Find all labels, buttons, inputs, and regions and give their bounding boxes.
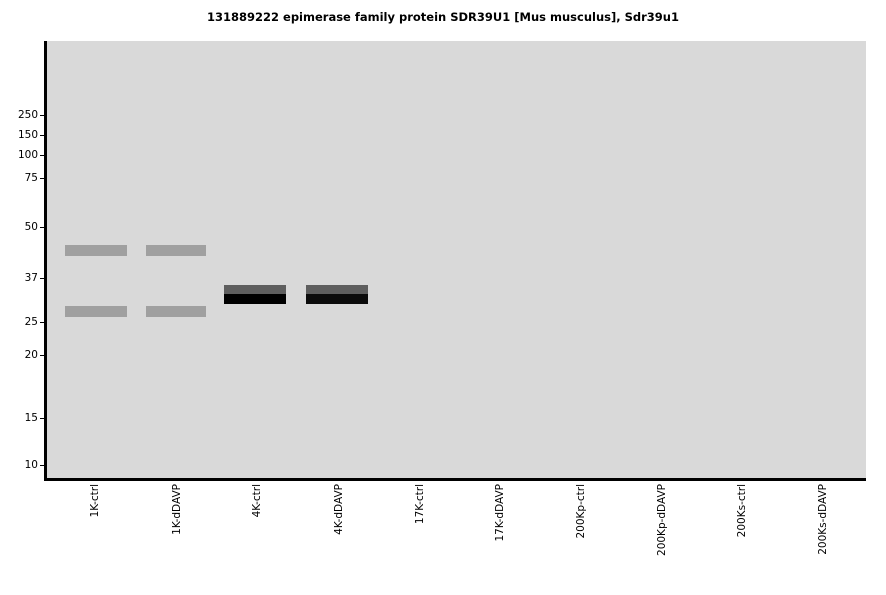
gel-band [306, 294, 368, 304]
x-tick: 200Ks-ctrl [736, 484, 750, 594]
y-tick-label: 250 [17, 109, 38, 121]
gel-band [146, 306, 206, 317]
x-tick: 1K-ctrl [89, 484, 103, 594]
y-tick-label: 100 [17, 149, 38, 161]
y-tick-mark [40, 115, 44, 116]
x-tick-label: 4K-dDAVP [333, 484, 345, 535]
y-tick: 37 [0, 272, 38, 284]
y-tick: 100 [0, 149, 38, 161]
y-tick-mark [40, 227, 44, 228]
y-tick: 50 [0, 221, 38, 233]
plot-area [47, 41, 866, 478]
y-tick-label: 37 [24, 272, 38, 284]
y-tick: 150 [0, 129, 38, 141]
y-tick: 15 [0, 412, 38, 424]
x-tick-label: 200Ks-dDAVP [817, 484, 829, 555]
y-tick-label: 50 [24, 221, 38, 233]
y-tick-mark [40, 278, 44, 279]
gel-band [224, 294, 286, 304]
x-tick: 1K-dDAVP [171, 484, 185, 594]
y-tick-label: 15 [24, 412, 38, 424]
x-tick: 200Ks-dDAVP [817, 484, 831, 594]
gel-band [306, 285, 368, 294]
x-tick-label: 17K-ctrl [414, 484, 426, 525]
x-tick-label: 1K-ctrl [89, 484, 101, 518]
x-tick: 4K-dDAVP [333, 484, 347, 594]
page-title: 131889222 epimerase family protein SDR39… [207, 10, 679, 24]
x-tick: 200Kp-dDAVP [656, 484, 670, 594]
y-tick-mark [40, 322, 44, 323]
x-tick-label: 4K-ctrl [251, 484, 263, 518]
x-tick-label: 200Kp-ctrl [575, 484, 587, 539]
y-tick-mark [40, 178, 44, 179]
x-tick-label: 1K-dDAVP [171, 484, 183, 535]
gel-band [224, 285, 286, 294]
y-tick-label: 75 [24, 172, 38, 184]
y-tick: 10 [0, 459, 38, 471]
y-tick-mark [40, 155, 44, 156]
y-tick: 20 [0, 349, 38, 361]
gel-band [65, 245, 127, 256]
y-tick: 250 [0, 109, 38, 121]
x-axis-line [44, 478, 866, 481]
y-tick-mark [40, 465, 44, 466]
x-tick-label: 17K-dDAVP [494, 484, 506, 542]
gel-band [65, 306, 127, 317]
x-tick: 200Kp-ctrl [575, 484, 589, 594]
y-tick-label: 10 [24, 459, 38, 471]
x-tick-label: 200Kp-dDAVP [656, 484, 668, 556]
y-tick-mark [40, 135, 44, 136]
x-tick-label: 200Ks-ctrl [736, 484, 748, 538]
gel-band [146, 245, 206, 256]
x-tick: 17K-dDAVP [494, 484, 508, 594]
y-tick-label: 20 [24, 349, 38, 361]
y-tick-mark [40, 418, 44, 419]
y-tick: 75 [0, 172, 38, 184]
y-axis-line [44, 41, 47, 478]
x-tick: 4K-ctrl [251, 484, 265, 594]
y-tick-label: 150 [17, 129, 38, 141]
x-tick: 17K-ctrl [414, 484, 428, 594]
y-tick: 25 [0, 316, 38, 328]
y-tick-mark [40, 355, 44, 356]
y-tick-label: 25 [24, 316, 38, 328]
